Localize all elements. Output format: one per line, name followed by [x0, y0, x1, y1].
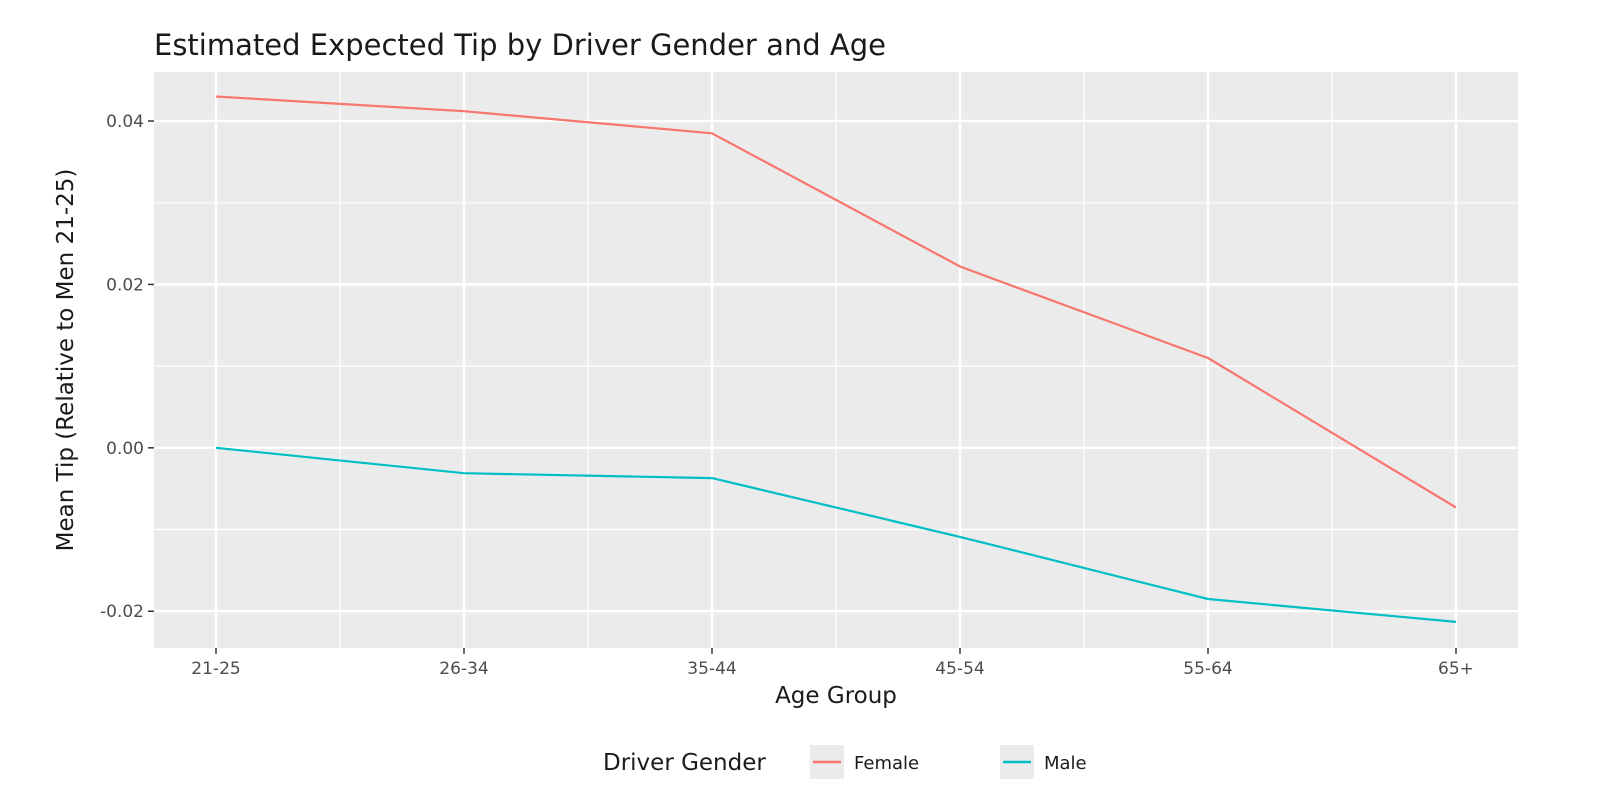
- x-tick-label: 55-64: [1183, 659, 1232, 679]
- legend-label-male: Male: [1044, 753, 1087, 774]
- chart-title: Estimated Expected Tip by Driver Gender …: [154, 28, 886, 62]
- minor-gridlines: [154, 72, 1518, 648]
- major-gridlines: [154, 72, 1518, 648]
- series-line-male: [215, 446, 1457, 623]
- x-tick-label: 65+: [1438, 659, 1474, 679]
- legend-title: Driver Gender: [603, 750, 766, 776]
- legend: Driver Gender Female Male: [603, 745, 1087, 779]
- x-axis-ticks: 21-25 26-34 35-44 45-54 55-64 65+: [191, 648, 1474, 679]
- x-tick-label: 45-54: [935, 659, 984, 679]
- x-tick-label: 35-44: [687, 659, 736, 679]
- series-line-female: [215, 95, 1457, 509]
- legend-label-female: Female: [854, 753, 919, 774]
- y-tick-label: -0.02: [100, 602, 144, 622]
- x-tick-label: 26-34: [439, 659, 488, 679]
- y-axis-ticks: -0.02 0.00 0.02 0.04: [100, 112, 154, 622]
- y-axis-title: Mean Tip (Relative to Men 21-25): [53, 169, 79, 552]
- y-tick-label: 0.04: [106, 112, 144, 132]
- x-axis-title: Age Group: [775, 683, 897, 709]
- x-tick-label: 21-25: [191, 659, 240, 679]
- y-tick-label: 0.00: [106, 439, 144, 459]
- series-lines: [215, 95, 1457, 623]
- y-tick-label: 0.02: [106, 275, 144, 295]
